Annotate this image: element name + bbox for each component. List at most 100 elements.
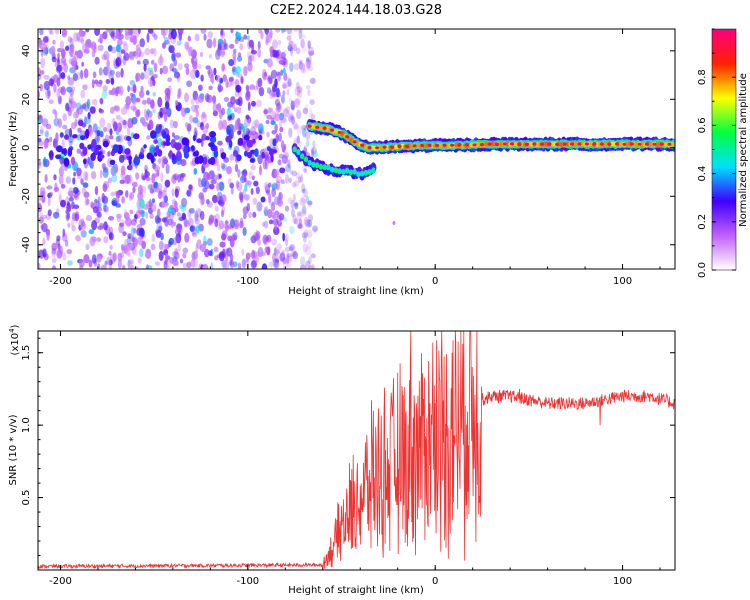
noise-core-blob: [208, 142, 215, 148]
noise-blob: [271, 187, 276, 198]
noise-blob: [300, 67, 307, 74]
noise-blob: [102, 168, 109, 179]
carrier-track-mark: [547, 142, 552, 146]
noise-blob: [191, 225, 197, 236]
noise-blob: [116, 213, 122, 219]
carrier-track-mark: [532, 142, 537, 146]
noise-blob: [236, 106, 242, 114]
noise-blob: [69, 98, 73, 104]
carrier-track-mark: [584, 142, 589, 146]
noise-blob: [193, 257, 199, 268]
noise-core-blob: [99, 154, 105, 159]
noise-blob: [305, 85, 311, 90]
noise-blob: [153, 34, 158, 41]
noise-blob: [164, 92, 170, 103]
noise-blob: [289, 246, 294, 252]
noise-core-blob: [90, 152, 96, 162]
snr-ticks: -200 -100 0 100 0.5 1.0 1.5: [21, 331, 675, 587]
noise-core-blob: [209, 136, 217, 143]
noise-blob: [85, 29, 90, 33]
colorbar-tick-label: 0.2: [697, 214, 708, 230]
noise-core-blob: [202, 156, 208, 165]
noise-blob: [171, 132, 175, 138]
spectrogram-frame: [37, 28, 676, 270]
noise-blob: [151, 233, 156, 243]
noise-blob: [48, 136, 53, 143]
mirror-track-mark: [303, 156, 309, 163]
noise-blob: [115, 91, 119, 97]
noise-blob: [71, 65, 77, 74]
noise-blob: [243, 194, 250, 201]
noise-blob: [288, 177, 292, 184]
noise-blob: [91, 254, 97, 264]
carrier-track-mark: [577, 142, 582, 146]
noise-blob: [80, 38, 85, 44]
noise-blob: [298, 29, 303, 40]
noise-blob: [199, 93, 205, 102]
noise-blob: [228, 77, 234, 82]
noise-blob: [272, 258, 279, 268]
noise-blob: [157, 96, 163, 108]
noise-blob: [153, 47, 157, 57]
noise-blob: [125, 96, 132, 106]
noise-blob: [179, 204, 186, 210]
colorbar-tick-label: 0.8: [697, 69, 708, 85]
noise-blob: [302, 127, 307, 138]
noise-blob: [220, 194, 227, 203]
noise-blob: [110, 191, 116, 197]
noise-blob: [220, 29, 225, 39]
noise-blob: [44, 130, 49, 138]
noise-blob: [235, 66, 241, 75]
noise-blob: [235, 84, 242, 93]
carrier-track-mark: [480, 143, 484, 147]
noise-blob: [129, 34, 136, 44]
noise-blob: [255, 230, 261, 241]
noise-blob: [56, 88, 60, 99]
noise-blob: [246, 89, 250, 98]
noise-blob: [212, 95, 217, 104]
noise-blob: [249, 84, 256, 90]
noise-blob: [282, 232, 286, 242]
noise-blob: [278, 91, 282, 97]
noise-blob: [293, 218, 299, 225]
noise-blob: [267, 107, 274, 113]
noise-blob: [304, 125, 307, 132]
mirror-track-mark: [371, 167, 376, 174]
noise-blob: [290, 114, 293, 120]
carrier-track-mark: [427, 143, 432, 147]
noise-blob: [80, 89, 86, 99]
noise-blob: [68, 58, 73, 64]
noise-blob: [146, 135, 151, 140]
noise-blob: [188, 184, 193, 190]
noise-blob: [290, 199, 295, 209]
noise-blob: [220, 162, 226, 170]
y-tick-label: 0: [21, 145, 32, 151]
noise-blob: [68, 99, 73, 110]
y-tick-label: 40: [21, 44, 32, 57]
noise-blob: [288, 40, 294, 47]
noise-blob: [195, 225, 200, 234]
noise-blob: [86, 198, 90, 205]
noise-blob: [277, 71, 282, 82]
noise-blob: [269, 31, 273, 39]
noise-blob: [122, 119, 127, 126]
noise-blob: [253, 231, 259, 240]
noise-blob: [70, 122, 77, 130]
noise-blob: [304, 246, 311, 256]
noise-blob: [77, 107, 83, 115]
noise-blob: [202, 187, 207, 193]
noise-blob: [109, 29, 115, 37]
carrier-track-mark: [629, 142, 634, 146]
noise-blob: [76, 167, 82, 177]
noise-blob: [127, 252, 131, 258]
noise-blob: [232, 66, 236, 73]
noise-blob: [255, 229, 259, 238]
noise-blob: [296, 125, 303, 135]
noise-blob: [298, 140, 302, 148]
noise-blob: [40, 57, 46, 68]
noise-blob: [275, 253, 279, 264]
noise-blob: [67, 36, 73, 43]
noise-blob: [210, 179, 217, 185]
noise-blob: [297, 212, 302, 221]
